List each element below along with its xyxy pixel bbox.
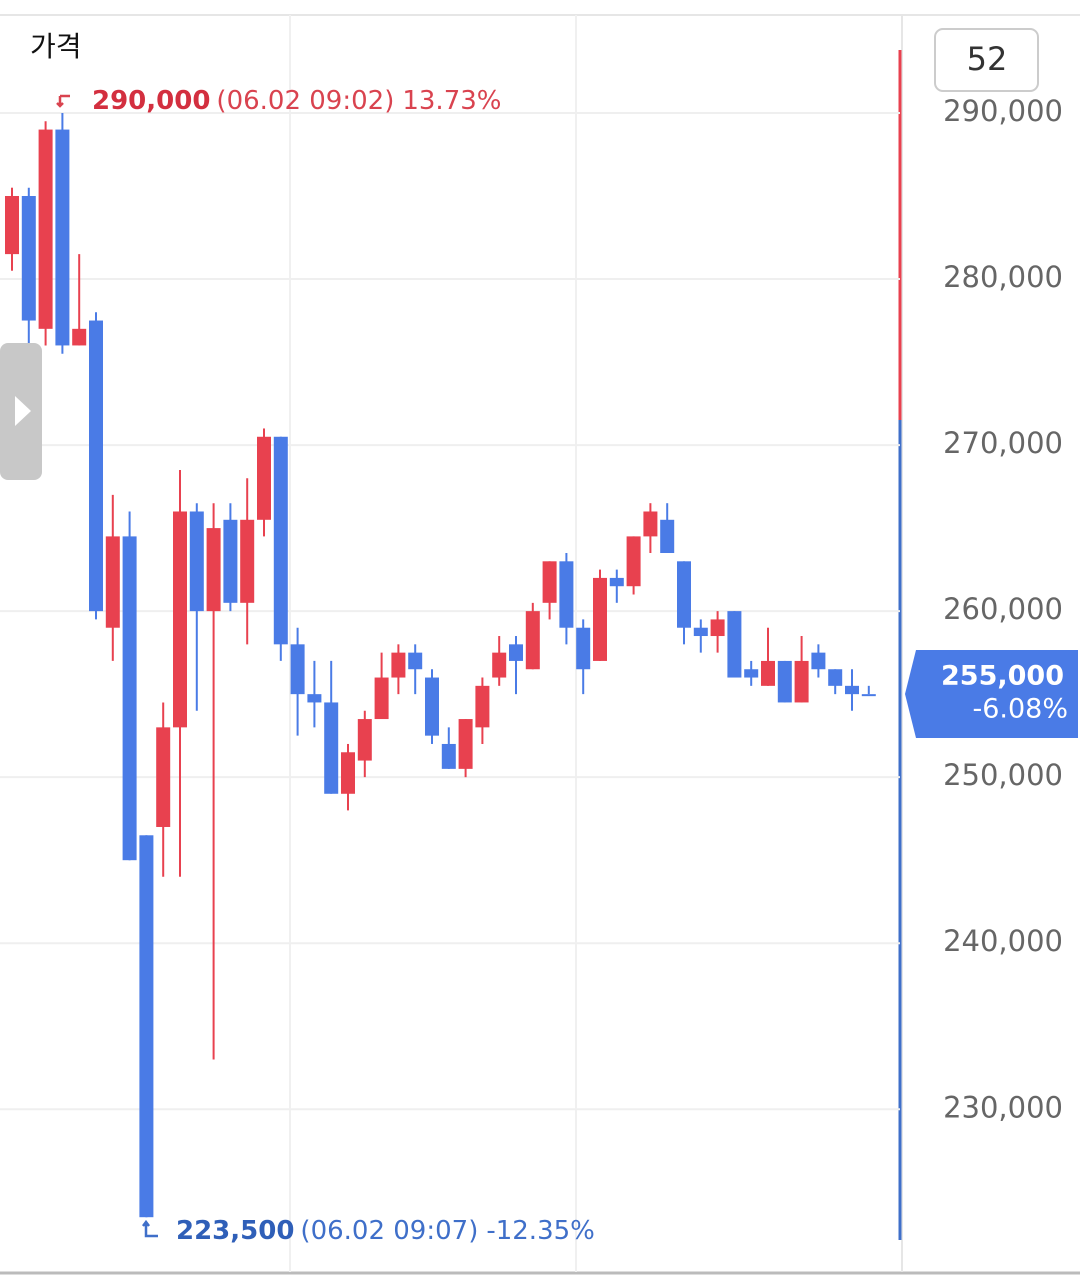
candle-body xyxy=(89,320,103,612)
candle-body xyxy=(744,669,759,678)
candle-body xyxy=(811,652,826,670)
candle-body xyxy=(391,652,406,678)
candle-body xyxy=(593,577,607,661)
candle-body xyxy=(777,660,792,703)
candle-body xyxy=(341,752,355,794)
candle-body xyxy=(727,611,742,678)
y-tick-label: 240,000 xyxy=(943,924,1063,958)
candle-body xyxy=(357,719,372,761)
high-time: (06.02 09:02) xyxy=(216,86,394,116)
low-price: 223,500 xyxy=(176,1216,294,1246)
current-tag xyxy=(905,650,1078,738)
side-toggle-arrow xyxy=(15,396,31,426)
candle-body xyxy=(290,644,305,695)
candle-body xyxy=(307,694,322,703)
candle-body xyxy=(861,694,876,697)
candle-body xyxy=(492,652,507,678)
low-annotation: 223,500 (06.02 09:07) -12.35% xyxy=(176,1216,595,1246)
candle-body xyxy=(794,660,809,703)
candle-body xyxy=(72,328,87,346)
candle-body xyxy=(559,561,574,628)
candle-body xyxy=(576,627,591,670)
y-tick-label: 250,000 xyxy=(943,758,1063,792)
candle-body xyxy=(408,652,423,670)
low-change: -12.35% xyxy=(486,1216,595,1246)
candle-body xyxy=(374,677,389,720)
low-arrow xyxy=(142,1219,158,1238)
candle-body xyxy=(223,519,238,603)
candle-body xyxy=(139,835,154,1218)
candle-body xyxy=(122,536,137,861)
candle-body xyxy=(693,627,708,637)
y-tick-label: 260,000 xyxy=(943,592,1063,626)
candle-body xyxy=(845,685,859,695)
y-tick-label: 230,000 xyxy=(943,1090,1063,1124)
candle-body xyxy=(660,519,675,554)
high-change: 13.73% xyxy=(402,86,501,116)
candle-body xyxy=(324,702,339,794)
candle-body xyxy=(525,611,540,670)
count-box[interactable] xyxy=(934,28,1039,92)
candle-body xyxy=(677,561,691,628)
candle-body xyxy=(173,511,187,728)
candle-body xyxy=(542,561,557,603)
y-tick-label: 280,000 xyxy=(943,260,1063,294)
current-change: -6.08% xyxy=(972,694,1068,725)
high-price: 290,000 xyxy=(92,86,210,116)
title: 가격 xyxy=(30,30,82,63)
current-price: 255,000 xyxy=(941,661,1064,692)
y-tick-label: 270,000 xyxy=(943,426,1063,460)
plot xyxy=(0,111,900,1218)
candle-body xyxy=(273,436,288,645)
candle-body xyxy=(5,195,19,255)
candle-body xyxy=(105,536,120,628)
candle-body xyxy=(240,519,255,603)
candle-body xyxy=(475,685,490,728)
candle-body xyxy=(643,511,658,537)
candle-body xyxy=(761,660,775,686)
high-annotation: 290,000 (06.02 09:02) 13.73% xyxy=(92,86,501,116)
candle-body xyxy=(38,129,53,329)
candle-body xyxy=(710,619,725,637)
candle-body xyxy=(828,669,843,686)
candle-body xyxy=(206,528,221,612)
high-arrow xyxy=(56,94,70,108)
candle-body xyxy=(509,644,523,661)
candle-body xyxy=(257,436,271,520)
candle-body xyxy=(156,727,171,827)
candle-body xyxy=(21,195,36,321)
candle-body xyxy=(425,677,439,736)
candle-body xyxy=(441,743,456,769)
count-text: 52 xyxy=(967,40,1008,78)
candle-body xyxy=(189,511,204,612)
candle-body xyxy=(458,719,473,769)
low-time: (06.02 09:07) xyxy=(300,1216,478,1246)
candle-body xyxy=(609,577,624,587)
y-tick-label: 290,000 xyxy=(943,94,1063,128)
candle-body xyxy=(55,129,70,346)
candle-body xyxy=(626,536,641,587)
